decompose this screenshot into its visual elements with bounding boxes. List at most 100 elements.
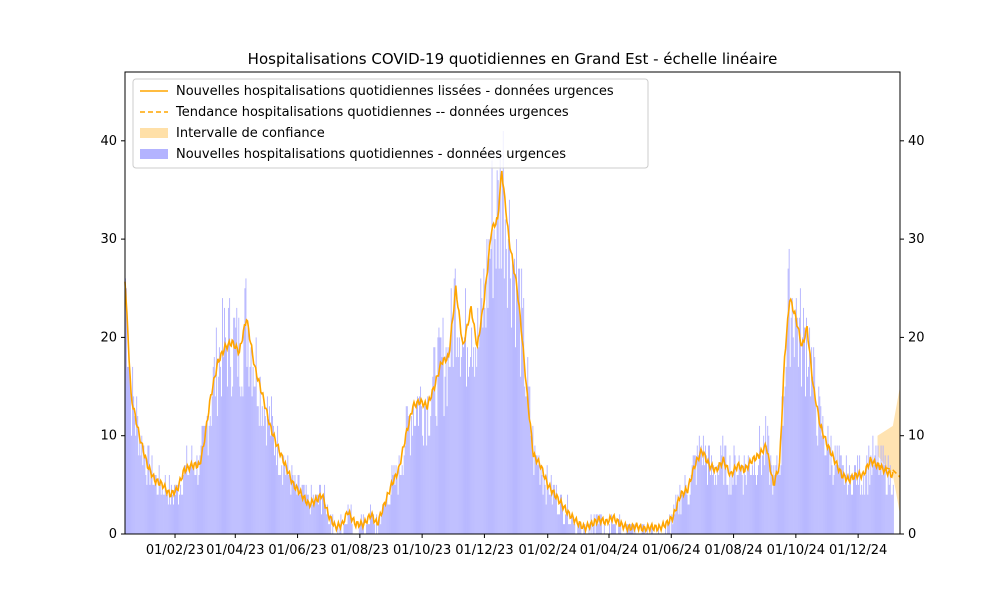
daily-bar <box>711 455 713 534</box>
daily-bar <box>238 317 240 534</box>
daily-bar <box>868 445 870 534</box>
daily-bar <box>889 465 891 534</box>
daily-bar <box>823 435 825 534</box>
daily-bar <box>236 307 238 534</box>
daily-bar <box>491 160 493 534</box>
daily-bar <box>224 307 225 534</box>
daily-bar <box>345 524 347 534</box>
daily-bar <box>716 484 718 534</box>
daily-bar <box>674 514 676 534</box>
daily-bar <box>427 396 429 534</box>
daily-bar <box>401 465 403 534</box>
daily-bar <box>144 455 146 534</box>
daily-bar <box>446 406 448 534</box>
daily-bar <box>562 504 563 534</box>
daily-bar <box>667 524 669 534</box>
daily-bar <box>463 337 465 534</box>
daily-bar <box>704 445 706 534</box>
daily-bar <box>708 445 709 534</box>
daily-bar <box>472 366 474 534</box>
daily-bar <box>444 376 446 534</box>
daily-bar <box>501 180 503 534</box>
daily-bar <box>531 445 533 534</box>
daily-bar <box>378 524 380 534</box>
daily-bar <box>514 258 515 534</box>
daily-bar <box>876 465 878 534</box>
daily-bar <box>383 504 385 534</box>
daily-bar <box>214 396 216 534</box>
daily-bar <box>618 524 620 534</box>
daily-bar <box>293 484 295 534</box>
daily-bar <box>349 514 351 534</box>
daily-bar <box>554 494 556 534</box>
daily-bar <box>485 327 487 534</box>
daily-bar <box>188 475 190 534</box>
daily-bar <box>291 465 293 534</box>
daily-bar <box>404 445 406 534</box>
daily-bar <box>424 406 426 534</box>
daily-bar <box>564 524 565 534</box>
daily-bar <box>229 298 231 534</box>
daily-bar <box>615 524 617 534</box>
daily-bar <box>469 366 471 534</box>
daily-bar <box>412 406 414 534</box>
daily-bar <box>387 504 389 534</box>
daily-bar <box>801 337 803 534</box>
daily-bar <box>420 386 422 534</box>
daily-bar <box>480 278 482 534</box>
daily-bar <box>879 465 881 534</box>
x-tick-label: 01/06/24 <box>642 543 700 558</box>
daily-bar <box>475 347 477 534</box>
daily-bar <box>890 494 892 534</box>
daily-bar <box>235 327 237 534</box>
daily-bar <box>285 475 287 534</box>
daily-bar <box>603 524 605 534</box>
daily-bar <box>284 465 286 534</box>
daily-bar <box>414 425 416 534</box>
daily-bar <box>455 357 457 534</box>
daily-bar <box>650 524 652 534</box>
daily-bar <box>499 150 501 534</box>
daily-bar <box>840 455 842 534</box>
daily-bar <box>866 455 868 534</box>
daily-bar <box>792 337 794 534</box>
daily-bar <box>712 475 714 534</box>
daily-bar <box>311 504 313 534</box>
daily-bar <box>707 484 708 534</box>
daily-bar <box>317 504 319 534</box>
daily-bar <box>419 396 420 534</box>
daily-bar <box>268 406 270 534</box>
daily-bar <box>852 494 853 534</box>
daily-bar <box>730 494 732 534</box>
daily-bar <box>396 475 398 534</box>
daily-bar <box>403 455 405 534</box>
daily-bar <box>699 455 701 534</box>
daily-bar <box>304 494 306 534</box>
daily-bar <box>536 455 538 534</box>
daily-bar <box>820 406 822 534</box>
daily-bar <box>386 494 388 534</box>
daily-bar <box>673 504 675 534</box>
daily-bar <box>244 288 246 534</box>
daily-bar <box>169 504 171 534</box>
daily-bar <box>216 416 218 534</box>
daily-bar <box>260 425 262 534</box>
y-tick-label-left: 0 <box>109 527 117 542</box>
daily-bar <box>212 366 214 534</box>
daily-bar <box>813 347 815 534</box>
daily-bar <box>891 494 893 534</box>
daily-bar <box>857 455 859 534</box>
daily-bar <box>539 484 541 534</box>
daily-bar <box>430 416 432 534</box>
daily-bar <box>422 435 424 534</box>
daily-bar <box>549 494 551 534</box>
daily-bar <box>435 416 437 534</box>
daily-bar <box>385 504 387 534</box>
daily-bar <box>532 425 534 534</box>
daily-bar <box>671 514 673 534</box>
daily-bar <box>566 514 568 534</box>
daily-bar <box>262 425 264 534</box>
daily-bar <box>413 425 415 534</box>
daily-bar <box>438 327 440 534</box>
daily-bar <box>750 475 752 534</box>
